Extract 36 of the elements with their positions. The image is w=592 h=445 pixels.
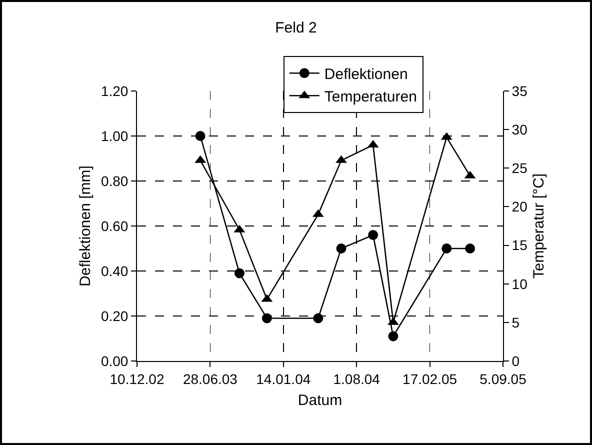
y2-tick-label: 25 <box>512 160 528 176</box>
y2-tick-label: 5 <box>512 314 520 330</box>
point <box>313 313 324 324</box>
y-tick-label: 1.20 <box>100 82 128 99</box>
y2-tick-label: 20 <box>512 198 528 215</box>
legend-label: Temperaturen <box>324 88 417 106</box>
y-axis-title: Deflektionen [mm] <box>77 166 94 286</box>
x-tick-label: 14.01.04 <box>256 370 311 387</box>
point <box>234 268 244 278</box>
y-tick-label: 0.60 <box>100 218 128 234</box>
y2-tick-label: 15 <box>512 237 528 254</box>
y-tick-label: 1.00 <box>100 128 128 144</box>
point <box>465 244 476 254</box>
point <box>388 331 398 342</box>
y2-tick-label: 10 <box>512 276 528 292</box>
y-tick-label: 0.80 <box>100 172 128 189</box>
x-axis-title: Datum <box>298 392 342 409</box>
point <box>336 244 346 254</box>
x-tick-label: 28.06.03 <box>182 370 238 387</box>
x-tick-label: 5.09.05 <box>480 370 527 387</box>
point <box>195 131 206 141</box>
y-tick-label: 0.00 <box>100 352 128 369</box>
x-tick-label: 10.12.02 <box>110 370 164 387</box>
point <box>262 313 272 324</box>
y2-axis-title: Temperatur [°C] <box>530 173 548 279</box>
y2-tick-label: 30 <box>512 121 528 138</box>
y2-tick-label: 0 <box>512 352 520 369</box>
y2-tick-label: 35 <box>512 82 528 99</box>
y-tick-label: 0.20 <box>100 308 128 324</box>
x-tick-label: 17.02.05 <box>402 370 458 387</box>
x-tick-label: 1.08.04 <box>333 370 380 387</box>
chart-title: Feld 2 <box>275 19 317 36</box>
point <box>442 244 452 254</box>
y-tick-label: 0.40 <box>100 262 128 279</box>
legend-label: Deflektionen <box>324 66 408 83</box>
point <box>368 230 378 240</box>
